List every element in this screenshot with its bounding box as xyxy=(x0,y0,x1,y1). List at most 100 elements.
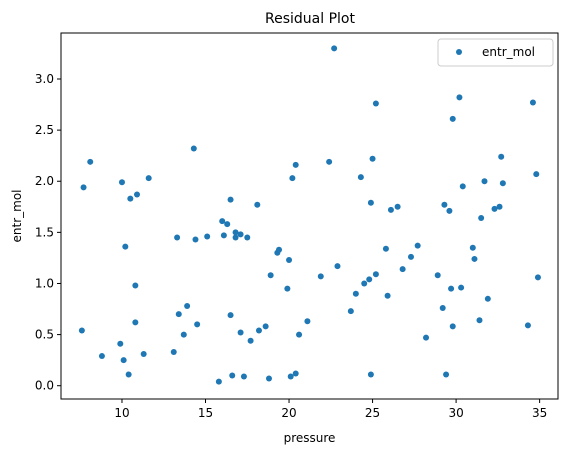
data-point xyxy=(478,215,485,222)
data-point xyxy=(352,290,359,297)
data-point xyxy=(247,337,254,344)
data-point xyxy=(304,318,311,325)
data-point xyxy=(78,327,85,334)
data-point xyxy=(215,378,222,385)
plot-area xyxy=(60,32,559,400)
data-point xyxy=(227,196,234,203)
y-axis-ticks: 0.0 0.5 1.0 1.5 2.0 2.5 3.0 xyxy=(35,72,61,393)
data-point xyxy=(224,221,231,228)
data-point xyxy=(459,183,466,190)
data-point xyxy=(394,203,401,210)
data-point xyxy=(382,245,389,252)
data-point xyxy=(80,184,87,191)
x-tick-label: 15 xyxy=(198,406,213,420)
data-point xyxy=(284,285,291,292)
data-point xyxy=(347,308,354,315)
x-axis-label: pressure xyxy=(284,431,336,445)
data-point xyxy=(170,348,177,355)
data-point xyxy=(132,282,139,289)
data-point xyxy=(120,357,127,364)
data-point xyxy=(286,256,293,263)
data-point xyxy=(98,353,105,360)
legend-box xyxy=(437,38,554,67)
data-point xyxy=(414,242,421,249)
data-point xyxy=(184,302,191,309)
x-tick-label: 20 xyxy=(281,406,296,420)
data-point xyxy=(498,153,505,160)
data-point xyxy=(423,334,430,341)
data-point xyxy=(317,273,324,280)
data-point xyxy=(117,340,124,347)
data-point xyxy=(265,375,272,382)
data-point xyxy=(399,266,406,273)
data-point xyxy=(240,373,247,380)
data-point xyxy=(229,372,236,379)
data-point xyxy=(237,329,244,336)
data-point xyxy=(334,263,341,270)
data-point xyxy=(484,295,491,302)
data-point xyxy=(134,191,141,198)
data-point xyxy=(524,322,531,329)
data-point xyxy=(446,207,453,214)
data-point xyxy=(434,272,441,279)
data-point xyxy=(262,323,269,330)
data-point xyxy=(204,233,211,240)
data-point xyxy=(496,203,503,210)
data-point xyxy=(174,234,181,241)
data-point xyxy=(372,100,379,107)
data-point xyxy=(254,201,261,208)
data-point xyxy=(529,99,536,106)
data-point xyxy=(331,45,338,52)
data-point xyxy=(292,161,299,168)
data-point xyxy=(384,292,391,299)
data-point xyxy=(267,272,274,279)
data-point xyxy=(232,229,239,236)
data-point xyxy=(476,317,483,324)
data-point xyxy=(87,158,94,165)
data-point xyxy=(372,271,379,278)
data-point xyxy=(367,199,374,206)
data-point xyxy=(237,231,244,238)
data-point xyxy=(175,311,182,318)
scatter-points xyxy=(78,45,541,385)
y-tick-label: 0.0 xyxy=(35,379,54,393)
y-tick-label: 1.5 xyxy=(35,225,54,239)
y-tick-label: 3.0 xyxy=(35,72,54,86)
data-point xyxy=(469,244,476,251)
data-point xyxy=(122,243,129,250)
data-point xyxy=(369,155,376,162)
y-tick-label: 2.0 xyxy=(35,174,54,188)
data-point xyxy=(132,319,139,326)
y-axis-label: entr_mol xyxy=(10,190,24,243)
data-point xyxy=(289,175,296,182)
data-point xyxy=(366,276,373,283)
x-tick-label: 30 xyxy=(448,406,463,420)
data-point xyxy=(407,253,414,260)
y-tick-label: 2.5 xyxy=(35,123,54,137)
data-point xyxy=(448,285,455,292)
data-point xyxy=(533,171,540,178)
y-tick-label: 0.5 xyxy=(35,328,54,342)
x-axis-ticks: 10 15 20 25 30 35 xyxy=(114,399,547,420)
data-point xyxy=(118,179,125,186)
data-point xyxy=(127,195,134,202)
data-point xyxy=(140,351,147,358)
data-point xyxy=(456,94,463,101)
legend-marker xyxy=(456,49,462,55)
data-point xyxy=(367,371,374,378)
data-point xyxy=(387,206,394,213)
data-point xyxy=(220,232,227,239)
data-point xyxy=(326,158,333,165)
data-point xyxy=(180,331,187,338)
x-tick-label: 25 xyxy=(365,406,380,420)
data-point xyxy=(361,280,368,287)
data-point xyxy=(296,331,303,338)
data-point xyxy=(449,115,456,122)
legend-label: entr_mol xyxy=(482,45,535,59)
x-tick-label: 35 xyxy=(532,406,547,420)
chart-title: Residual Plot xyxy=(265,11,355,27)
data-point xyxy=(458,284,465,291)
data-point xyxy=(232,234,239,241)
